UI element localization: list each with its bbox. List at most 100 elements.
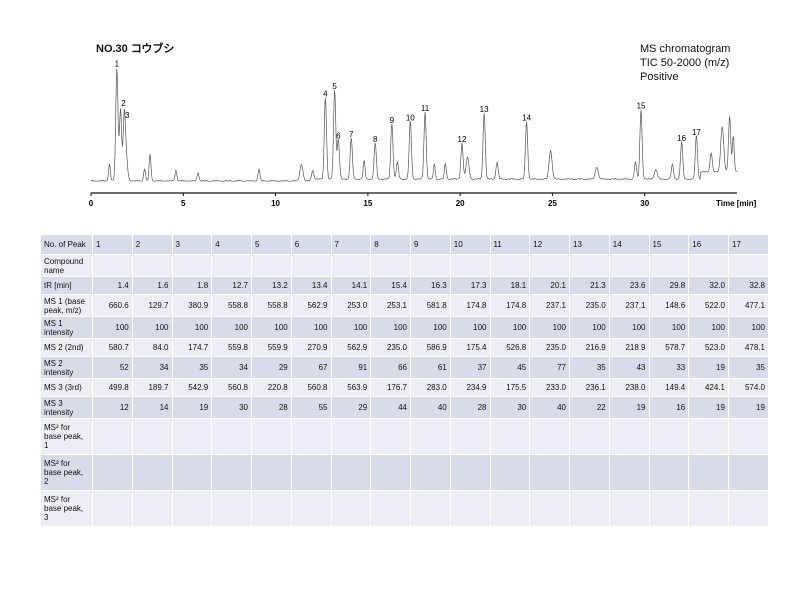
peak-label: 16 <box>677 134 686 143</box>
table-cell <box>569 418 610 455</box>
table-cell: 35 <box>171 356 213 379</box>
table-cell: 175.5 <box>489 378 531 397</box>
table-cell <box>290 254 332 277</box>
table-cell: 32.8 <box>728 276 769 295</box>
table-cell: 17 <box>728 234 769 255</box>
table-row: MS 1 intensity 100 100 100 100 100 100 100 100 10… <box>40 316 769 339</box>
table-cell: 237.1 <box>608 294 650 317</box>
table-row: MS 2 intensity 52 34 35 34 29 67 91 66 61 37 45 77 35… <box>40 356 769 379</box>
table-cell: 30 <box>489 396 531 419</box>
table-cell: 581.8 <box>410 294 451 317</box>
table-cell: 2 <box>131 234 173 255</box>
table-cell <box>171 418 213 455</box>
table-cell: 14 <box>608 234 650 255</box>
table-cell: 100 <box>489 316 531 339</box>
row-header: MS 3 (3rd) <box>40 378 93 397</box>
table-cell: 29.8 <box>648 276 690 295</box>
table-cell: 9 <box>410 234 451 255</box>
table-cell: 100 <box>648 316 690 339</box>
row-header: MS² for base peak, 2 <box>40 454 93 491</box>
table-cell <box>131 418 173 455</box>
table-cell: 100 <box>131 316 173 339</box>
table-cell: 100 <box>171 316 213 339</box>
table-cell: 21.3 <box>569 276 610 295</box>
table-cell: 43 <box>608 356 650 379</box>
table-cell <box>370 454 411 491</box>
table-cell: 5 <box>251 234 292 255</box>
table-row: MS 2 (2nd) 580.7 84.0 174.7 559.8 559.9 270.9 5… <box>40 338 769 357</box>
table-cell: 55 <box>290 396 332 419</box>
table-cell: 16 <box>648 396 690 419</box>
table-cell: 100 <box>251 316 292 339</box>
table-cell: 175.4 <box>449 338 491 357</box>
table-cell: 19 <box>728 396 769 419</box>
table-cell <box>688 490 729 527</box>
peak-label: 11 <box>421 104 430 113</box>
table-cell <box>529 454 570 491</box>
table-cell: 77 <box>529 356 570 379</box>
table-cell: 29 <box>251 356 292 379</box>
table-cell <box>529 254 570 277</box>
table-cell: 22 <box>569 396 610 419</box>
x-tick-label: 0 <box>89 199 94 208</box>
table-cell: 45 <box>489 356 531 379</box>
x-tick-label: 5 <box>181 199 186 208</box>
table-cell: 23.6 <box>608 276 650 295</box>
table-cell: 100 <box>211 316 252 339</box>
table-row: MS 1 (base peak, m/z) 660.6 129.7 380.9 558.… <box>40 294 769 317</box>
table-cell: 3 <box>171 234 213 255</box>
table-cell: 12 <box>92 396 133 419</box>
table-cell: 559.9 <box>251 338 292 357</box>
table-cell: 149.4 <box>648 378 690 397</box>
table-cell: 7 <box>330 234 372 255</box>
row-header: tR [min] <box>40 276 93 295</box>
table-cell: 12 <box>529 234 570 255</box>
table-cell: 16.3 <box>410 276 451 295</box>
x-tick-label: 15 <box>363 199 372 208</box>
table-cell: 234.9 <box>449 378 491 397</box>
table-cell: 1.8 <box>171 276 213 295</box>
table-cell <box>211 454 252 491</box>
row-header: MS 1 (base peak, m/z) <box>40 294 93 317</box>
table-cell: 560.8 <box>290 378 332 397</box>
table-cell: 542.9 <box>171 378 213 397</box>
table-cell: 18.1 <box>489 276 531 295</box>
row-header: MS 3 intensity <box>40 396 93 419</box>
table-cell <box>648 254 690 277</box>
table-cell: 15.4 <box>370 276 411 295</box>
table-cell: 61 <box>410 356 451 379</box>
table-cell: 148.6 <box>648 294 690 317</box>
table-cell <box>728 418 769 455</box>
table-cell <box>171 454 213 491</box>
table-cell <box>529 418 570 455</box>
table-cell <box>330 418 372 455</box>
peak-label: 3 <box>125 111 130 120</box>
table-cell <box>569 254 610 277</box>
table-cell <box>608 454 650 491</box>
peak-table: No. of Peak 1 2 3 4 5 6 7 8 9 10 11 12 13 14 15 16 17 Comp… <box>40 234 769 527</box>
table-cell <box>290 454 332 491</box>
table-cell <box>489 454 531 491</box>
peak-label: 10 <box>406 113 415 122</box>
table-cell <box>92 418 133 455</box>
table-cell <box>370 418 411 455</box>
row-header: MS² for base peak, 1 <box>40 418 93 455</box>
table-cell <box>251 454 292 491</box>
table-cell <box>728 254 769 277</box>
table-cell <box>608 418 650 455</box>
table-cell <box>489 490 531 527</box>
table-cell <box>688 454 729 491</box>
table-cell <box>92 454 133 491</box>
table-cell: 100 <box>370 316 411 339</box>
table-cell: 220.8 <box>251 378 292 397</box>
table-cell: 1 <box>92 234 133 255</box>
table-cell: 10 <box>449 234 491 255</box>
table-cell: 14 <box>131 396 173 419</box>
table-cell <box>648 490 690 527</box>
table-cell: 380.9 <box>171 294 213 317</box>
table-cell: 562.9 <box>330 338 372 357</box>
row-header: MS² for base peak, 3 <box>40 490 93 527</box>
table-cell: 14.1 <box>330 276 372 295</box>
table-cell: 35 <box>569 356 610 379</box>
table-cell: 218.9 <box>608 338 650 357</box>
